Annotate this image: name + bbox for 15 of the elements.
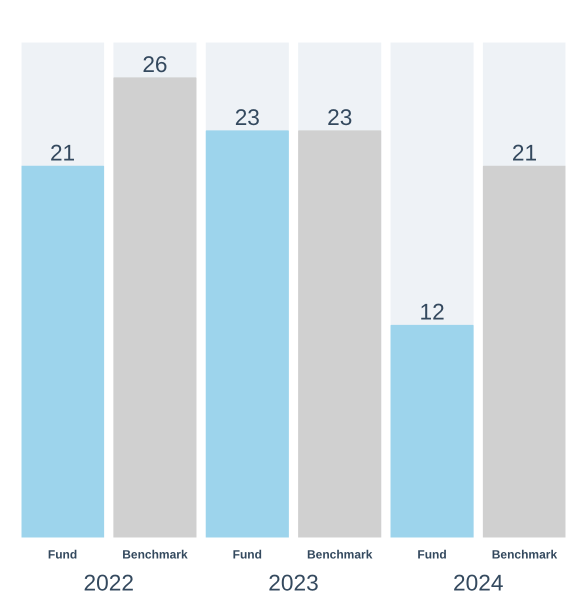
text: Benchmark (492, 548, 558, 562)
x-tick-label: 2023 (268, 570, 319, 593)
x-tick-label: 2022 (84, 570, 134, 593)
series-label: Benchmark (122, 548, 188, 562)
data-label: 21 (512, 139, 538, 166)
data-label: 26 (142, 50, 168, 77)
data-label: 23 (327, 104, 352, 130)
data-label: 12 (419, 298, 445, 324)
x-tick-label: 2024 (453, 570, 504, 593)
series-label: Fund (48, 548, 78, 562)
text: Fund (417, 548, 447, 562)
text: Fund (232, 548, 262, 562)
data-label: 21 (50, 139, 76, 166)
data-label: 23 (234, 104, 260, 130)
text: Benchmark (307, 548, 372, 562)
